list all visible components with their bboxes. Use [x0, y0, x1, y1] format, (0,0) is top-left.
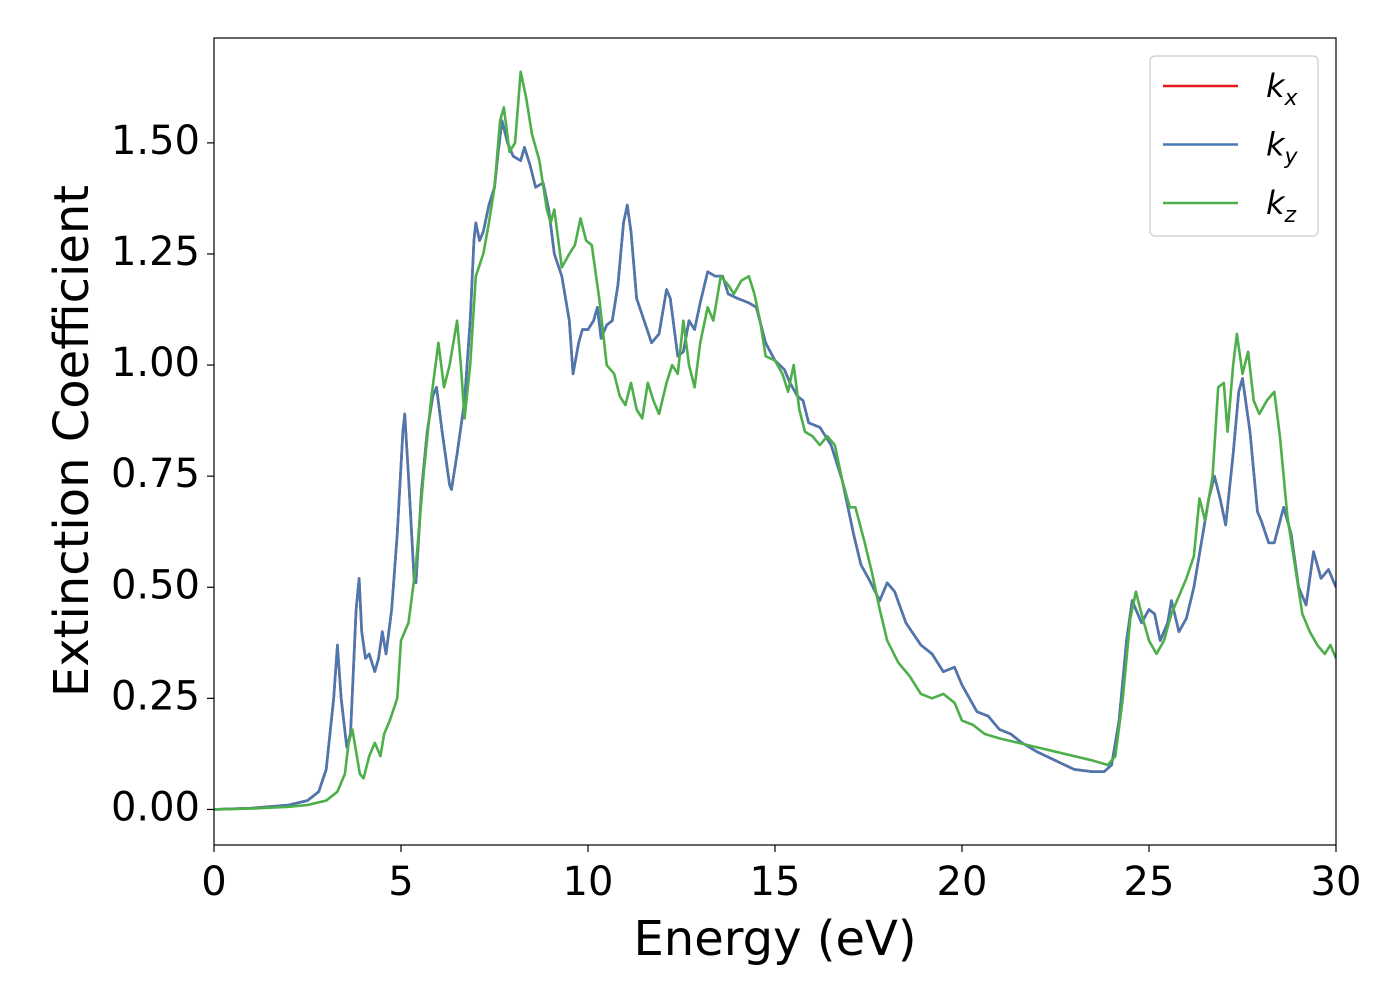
- y-tick-label: 0.25: [111, 673, 200, 719]
- x-tick-label: 5: [388, 859, 413, 905]
- x-tick-label: 20: [937, 859, 988, 905]
- x-tick-label: 30: [1311, 859, 1362, 905]
- x-tick-label: 0: [201, 859, 226, 905]
- y-tick-label: 0.75: [111, 451, 200, 497]
- plot-frame: [213, 37, 1337, 846]
- line-series: [214, 70, 1336, 811]
- y-axis-label: Extinction Coefficient: [44, 185, 100, 697]
- x-tick-label: 25: [1124, 859, 1175, 905]
- y-tick-label: 1.00: [111, 340, 200, 386]
- legend-label: kz: [1266, 184, 1297, 228]
- y-tick-label: 0.50: [111, 562, 200, 608]
- x-tick-label: 10: [563, 859, 614, 905]
- y-tick-label: 1.25: [111, 229, 200, 275]
- x-tick-label: 15: [750, 859, 801, 905]
- legend-box: [1149, 55, 1319, 237]
- y-tick-label: 0.00: [111, 784, 200, 830]
- y-tick-label: 1.50: [111, 118, 200, 164]
- x-axis-label: Energy (eV): [633, 911, 916, 967]
